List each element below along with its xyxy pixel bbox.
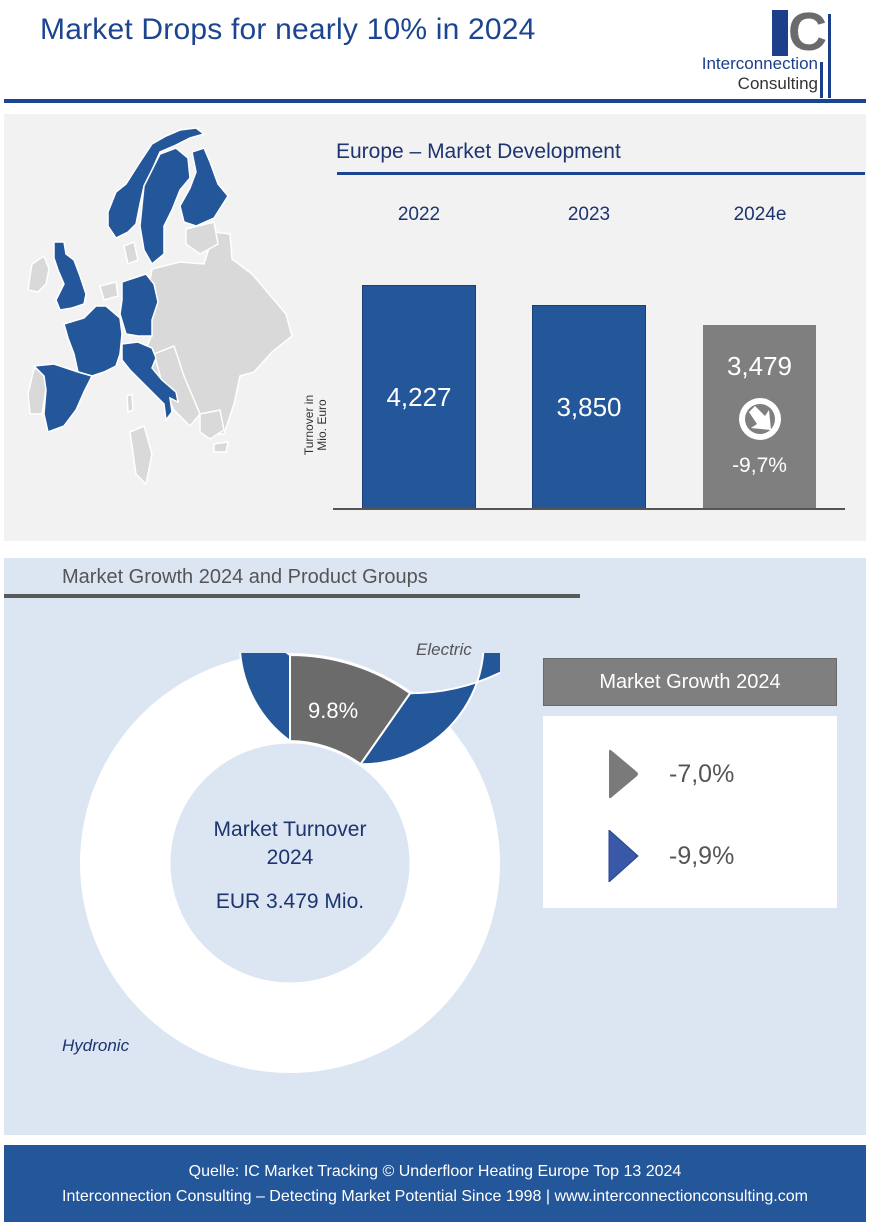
logo-bar [820, 62, 823, 98]
market-growth-header: Market Growth 2024 [543, 658, 837, 706]
header-divider [4, 99, 866, 103]
company-logo: C Interconnection Consulting [670, 2, 840, 98]
growth-value: -7,0% [669, 759, 735, 788]
page-title: Market Drops for nearly 10% in 2024 [40, 13, 536, 46]
bar-2022: 4,227 [362, 285, 476, 509]
footer: Quelle: IC Market Tracking © Underfloor … [4, 1145, 866, 1222]
market-growth-row-electric: -7,0% [607, 748, 734, 800]
logo-mark-i [772, 10, 788, 56]
segment-pct-electric: 9.8% [308, 698, 359, 723]
arrow-down-right-circle-icon [738, 398, 781, 440]
market-growth-row-hydronic: -9,9% [607, 830, 734, 882]
footer-source: Quelle: IC Market Tracking © Underfloor … [188, 1163, 682, 1180]
product-groups-divider [4, 594, 580, 598]
y-axis-label: Turnover in Mio. Euro [302, 395, 329, 455]
bar-value: 3,850 [556, 391, 622, 422]
segment-label-electric: Electric [416, 640, 472, 659]
donut-chart [80, 653, 500, 1073]
donut-center-text: Market Turnover 2024 EUR 3.479 Mio. [170, 816, 410, 916]
x-axis-baseline [333, 508, 845, 510]
logo-name-line1: Interconnection [701, 54, 818, 73]
growth-value: -9,9% [669, 841, 735, 870]
segment-pct-hydronic: 90.2% [200, 1008, 263, 1033]
bar-2024e: 3,479 -9,7% [703, 325, 816, 509]
europe-map [27, 127, 293, 486]
logo-mark-c: C [788, 2, 827, 62]
donut-center-line2: 2024 [266, 846, 314, 869]
donut-segment-hydronic [239, 653, 500, 766]
bar-2023: 3,850 [532, 305, 646, 509]
bar-value: 3,479 [726, 351, 793, 381]
year-label: 2024e [733, 204, 787, 225]
y-axis-label-line2: Mio. Euro [315, 399, 329, 451]
bar-value: 4,227 [386, 381, 452, 412]
market-development-divider [337, 172, 865, 175]
segment-label-hydronic: Hydronic [62, 1036, 130, 1055]
donut-center-line1: Market Turnover [213, 818, 367, 841]
change-percent: -9,7% [732, 454, 787, 477]
logo-name-line2: Consulting [737, 74, 818, 93]
market-growth-box: -7,0% -9,9% [543, 716, 837, 908]
triangle-right-icon [609, 749, 638, 799]
market-development-title: Europe – Market Development [336, 140, 621, 163]
year-label: 2023 [567, 204, 611, 225]
donut-center-line3: EUR 3.479 Mio. [215, 890, 365, 913]
triangle-right-icon [608, 830, 639, 882]
logo-bar [828, 14, 831, 98]
year-label: 2022 [397, 204, 441, 225]
footer-tagline: Interconnection Consulting – Detecting M… [62, 1188, 808, 1205]
product-groups-title: Market Growth 2024 and Product Groups [62, 566, 428, 588]
